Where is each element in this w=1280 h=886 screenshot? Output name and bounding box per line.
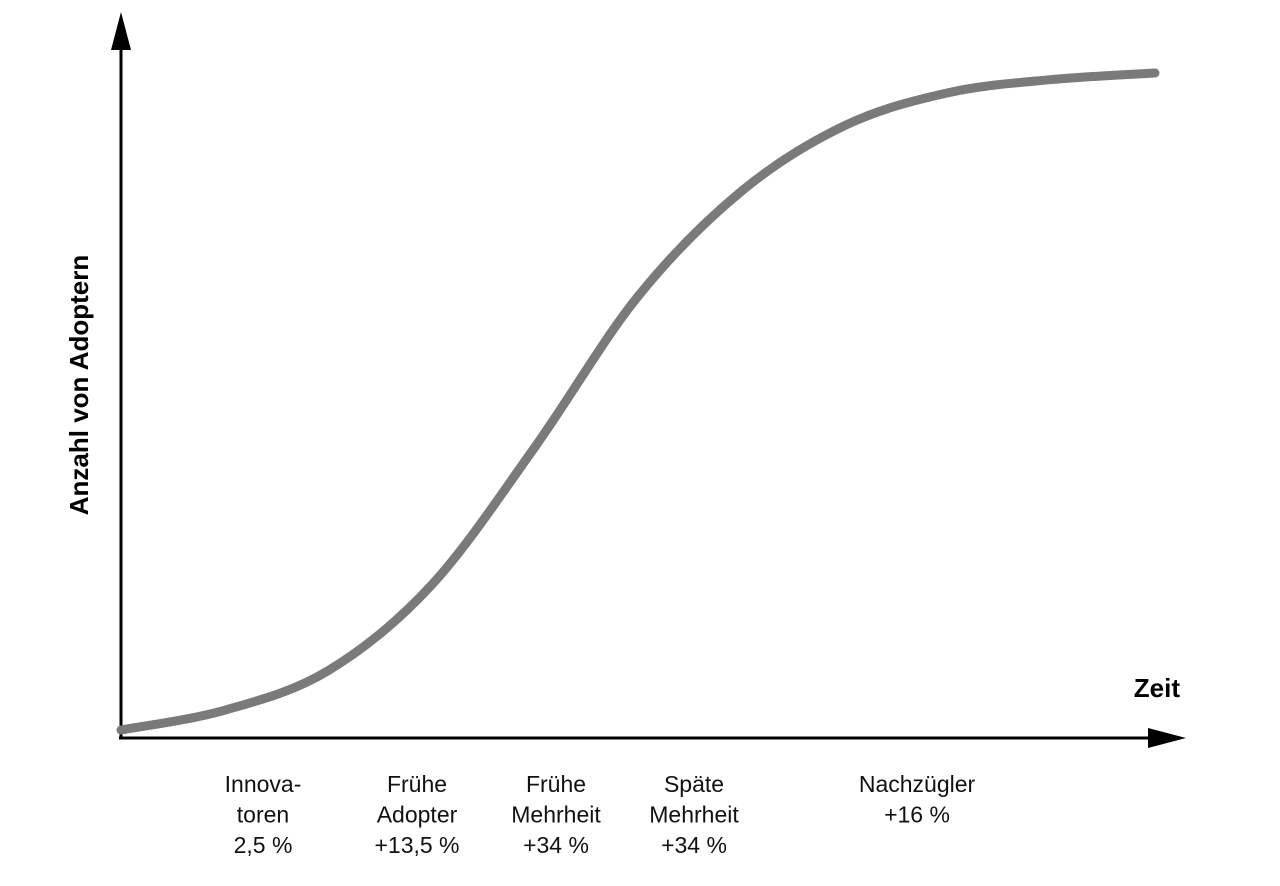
category-label-line: Innova- bbox=[225, 771, 302, 797]
category-label-line: +16 % bbox=[884, 802, 950, 828]
category-label-line: Späte bbox=[664, 771, 724, 797]
category-label-line: +34 % bbox=[523, 832, 589, 858]
category-label-line: Mehrheit bbox=[649, 802, 739, 828]
category-label-line: +34 % bbox=[661, 832, 727, 858]
category-label-line: toren bbox=[237, 802, 289, 828]
adoption-curve-line bbox=[116, 68, 1160, 735]
y-axis-title: Anzahl von Adoptern bbox=[64, 255, 94, 515]
category-labels: Innova-toren 2,5 %Frühe Adopter +13,5 %Früh… bbox=[225, 771, 976, 858]
y-axis-arrow bbox=[111, 12, 131, 50]
category-label-2: Frühe Adopter +13,5 % bbox=[374, 771, 459, 858]
category-label-5: Nachzügler +16 % bbox=[859, 771, 976, 828]
category-label-4: Späte Mehrheit +34 % bbox=[649, 771, 739, 858]
category-label-line: +13,5 % bbox=[374, 832, 459, 858]
category-label-line: Mehrheit bbox=[511, 802, 601, 828]
category-label-line: Frühe bbox=[387, 771, 447, 797]
category-label-3: Frühe Mehrheit +34 % bbox=[511, 771, 601, 858]
x-axis-arrow bbox=[1148, 728, 1186, 748]
category-label-line: Nachzügler bbox=[859, 771, 976, 797]
category-label-line: 2,5 % bbox=[234, 832, 293, 858]
category-label-1: Innova-toren 2,5 % bbox=[225, 771, 302, 858]
category-label-line: Adopter bbox=[377, 802, 458, 828]
x-axis-title: Zeit bbox=[1134, 673, 1181, 703]
category-label-line: Frühe bbox=[526, 771, 586, 797]
